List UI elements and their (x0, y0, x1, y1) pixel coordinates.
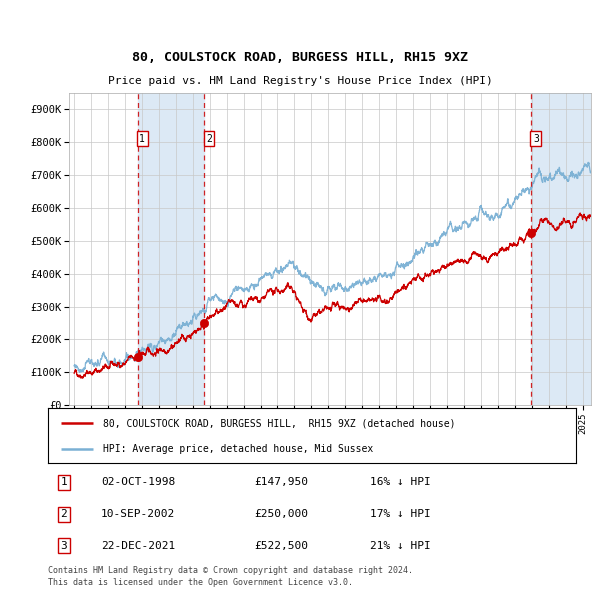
Text: This data is licensed under the Open Government Licence v3.0.: This data is licensed under the Open Gov… (48, 578, 353, 587)
Text: 17% ↓ HPI: 17% ↓ HPI (370, 509, 431, 519)
Text: 3: 3 (61, 541, 67, 551)
Text: 2: 2 (206, 134, 212, 144)
Text: 16% ↓ HPI: 16% ↓ HPI (370, 477, 431, 487)
Text: 22-DEC-2021: 22-DEC-2021 (101, 541, 175, 551)
Bar (137, 93, 205, 405)
Text: 21% ↓ HPI: 21% ↓ HPI (370, 541, 431, 551)
Text: £147,950: £147,950 (254, 477, 308, 487)
Text: 02-OCT-1998: 02-OCT-1998 (101, 477, 175, 487)
Bar (531, 93, 600, 405)
Text: 1: 1 (139, 134, 145, 144)
Text: Price paid vs. HM Land Registry's House Price Index (HPI): Price paid vs. HM Land Registry's House … (107, 76, 493, 86)
Text: 2: 2 (61, 509, 67, 519)
Text: £250,000: £250,000 (254, 509, 308, 519)
Text: 1: 1 (61, 477, 67, 487)
Text: 80, COULSTOCK ROAD, BURGESS HILL, RH15 9XZ: 80, COULSTOCK ROAD, BURGESS HILL, RH15 9… (132, 51, 468, 64)
Text: 3: 3 (533, 134, 539, 144)
Text: £522,500: £522,500 (254, 541, 308, 551)
Text: HPI: Average price, detached house, Mid Sussex: HPI: Average price, detached house, Mid … (103, 444, 374, 454)
Text: 10-SEP-2002: 10-SEP-2002 (101, 509, 175, 519)
Text: 80, COULSTOCK ROAD, BURGESS HILL,  RH15 9XZ (detached house): 80, COULSTOCK ROAD, BURGESS HILL, RH15 9… (103, 418, 456, 428)
Text: Contains HM Land Registry data © Crown copyright and database right 2024.: Contains HM Land Registry data © Crown c… (48, 566, 413, 575)
